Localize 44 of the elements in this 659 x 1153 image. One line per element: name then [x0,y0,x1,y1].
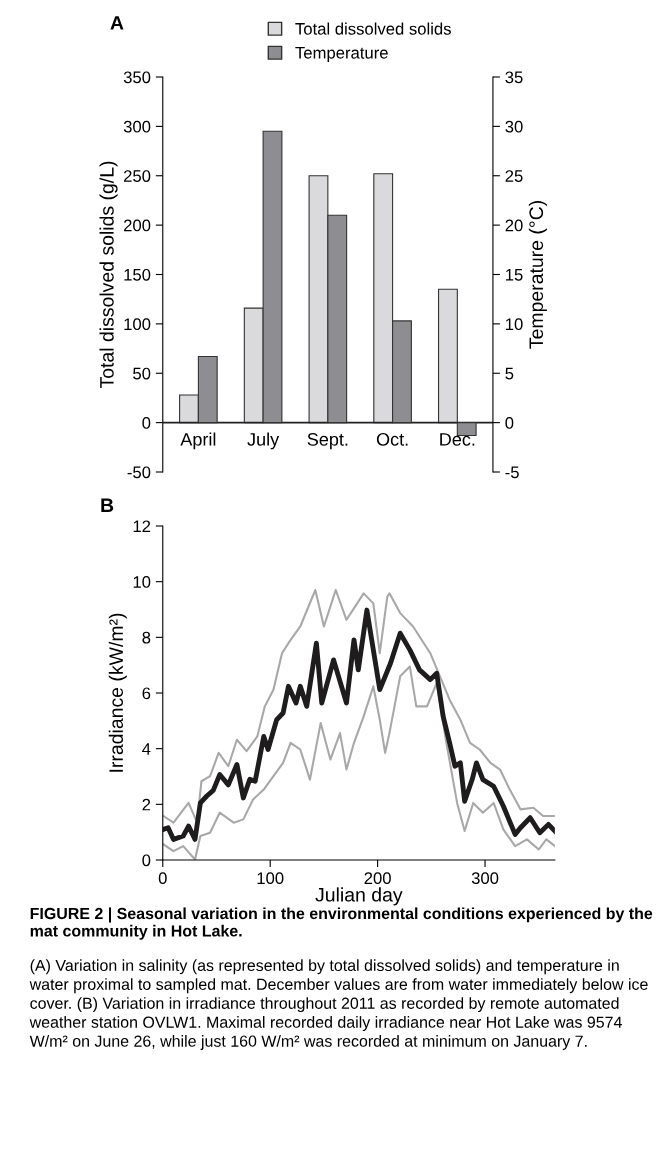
y-tick-label: 0 [142,417,151,429]
x-tick-label: 200 [364,872,391,885]
x-tick-label: Oct. [376,432,408,446]
y-axis-title: Total dissolved solids (g/L) [99,161,118,389]
x-tick-label: 0 [158,872,167,885]
y-tick-label: 10 [133,576,151,588]
y-tick-label: 50 [133,367,151,380]
x-tick-label: 300 [471,872,499,885]
y2-tick-label: 15 [506,269,523,281]
caption: FIGURE 2 | Seasonal variation in the environmental conditions experienced by the mat community in Hot Lake. [30,907,653,940]
y2-tick-label: 0 [505,417,514,429]
y2-tick-label: 25 [505,170,523,182]
y2-tick-label: 30 [505,120,523,133]
y-tick-label: 6 [142,687,151,700]
legend-label: Total dissolved solids [295,22,451,35]
y2-tick-label: -5 [505,466,519,479]
x-tick-label: Sept. [307,432,348,450]
y-tick-label: -50 [127,466,151,479]
y-tick-label: 300 [123,120,151,133]
y-tick-label: 12 [133,520,151,533]
y-tick-label: 4 [142,743,151,755]
x-tick-label: Dec. [440,433,475,446]
y-tick-label: 2 [142,798,151,811]
y-axis-title: Irradiance (kW/m²) [108,613,127,772]
legend-label: Temperature [295,47,388,62]
chart-title: A [110,16,124,30]
y-tick-label: 8 [142,631,151,644]
y2-tick-label: 20 [505,219,523,232]
y-tick-label: 150 [124,268,151,281]
y2-tick-label: 10 [506,318,523,331]
y2-tick-label: 35 [505,71,523,84]
x-axis-title: Julian day [315,887,403,906]
x-tick-label: April [180,432,216,450]
x-tick-label: 100 [257,872,284,885]
y-tick-label: 0 [142,854,151,867]
y-tick-label: 200 [124,219,151,232]
y-tick-label: 100 [124,318,151,331]
y2-tick-label: 5 [505,367,514,380]
x-tick-label: July [247,432,280,450]
y2-axis-title: Temperature (°C) [528,201,547,349]
y-tick-label: 350 [123,71,151,84]
text: (A) Variation in salinity (as represented by total dissolved solids) and temperature in water proximal to sampled mat. December values are from water immediately below ice cover. (B) Variation in irradiance throughout 2011 as recorded by remote automated weather station OVLW1. Maximal recorded daily irradiance near Hot Lake was 9574 W/m² on June 26, while just 160 W/m² was recorded at minimum on January 7. [29,959,648,1050]
chart-title: B [101,498,114,512]
y-tick-label: 250 [124,170,151,182]
